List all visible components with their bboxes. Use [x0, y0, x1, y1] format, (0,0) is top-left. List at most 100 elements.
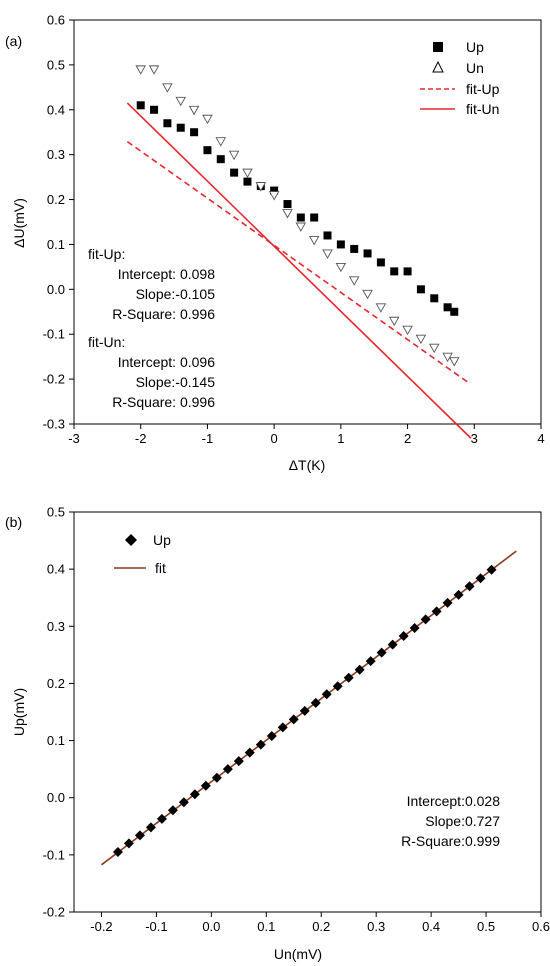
- legend-up-diamond-marker: [125, 534, 137, 546]
- un-point: [162, 83, 173, 93]
- up-point: [200, 780, 211, 791]
- up-point: [134, 830, 145, 841]
- un-point: [175, 96, 187, 107]
- x-tick-label: 3: [471, 431, 478, 446]
- y-tick-label: -0.2: [43, 372, 65, 387]
- up-point: [390, 267, 399, 276]
- up-point: [442, 597, 453, 608]
- up-point: [270, 186, 279, 195]
- panel-a-label: (a): [5, 33, 22, 49]
- panel-a-data-points: [135, 65, 460, 367]
- panel-a-x-axis-title: ΔT(K): [289, 457, 326, 473]
- panel-a-fit-un-annotation: fit-Un: Intercept: 0.096 Slope:-0.145 R-…: [88, 334, 215, 410]
- legend-fit-label: fit: [155, 560, 166, 576]
- up-point: [365, 656, 376, 667]
- un-point: [295, 222, 307, 232]
- fit-un-header: fit-Un:: [88, 334, 125, 350]
- panel-a-fit-up-annotation: fit-Up: Intercept: 0.098 Slope:-0.105 R-…: [88, 246, 215, 322]
- panel-b-y-axis-title: Up(mV): [11, 688, 27, 736]
- y-tick-label: 0.4: [47, 562, 65, 577]
- panel-a-legend: Up Un fit-Up fit-Un: [420, 39, 500, 117]
- fit-un-r-square: R-Square: 0.996: [112, 394, 215, 410]
- up-point: [136, 101, 145, 110]
- x-tick-label: -1: [202, 431, 214, 446]
- up-point: [453, 589, 464, 600]
- panel-b-y-ticks: -0.2 -0.1 0.0 0.1 0.2 0.3 0.4 0.5: [43, 505, 74, 920]
- up-point: [255, 739, 266, 750]
- panel-a-y-axis-title: ΔU(mV): [11, 198, 27, 248]
- panel-a-x-ticks: -3 -2 -1 0 1 2 3 4: [68, 424, 545, 446]
- up-point: [420, 614, 431, 625]
- un-point: [228, 150, 240, 161]
- up-point: [190, 128, 199, 137]
- x-tick-label: 2: [404, 431, 411, 446]
- un-point: [415, 334, 427, 345]
- x-tick-label: 0.6: [532, 919, 550, 934]
- up-point: [387, 639, 398, 650]
- panel-a-plot-frame: [73, 19, 542, 425]
- x-tick-label: 0: [271, 431, 278, 446]
- x-tick-label: -2: [135, 431, 147, 446]
- x-tick-label: 0.2: [312, 919, 330, 934]
- fit-un-line: [126, 102, 472, 439]
- y-tick-label: -0.1: [43, 847, 65, 862]
- up-point: [486, 564, 497, 575]
- up-point: [288, 714, 299, 725]
- legend-up-label: Up: [466, 39, 484, 55]
- x-tick-label: -0.2: [90, 919, 112, 934]
- up-point: [343, 672, 354, 683]
- y-tick-label: -0.2: [43, 905, 65, 920]
- up-point: [211, 772, 222, 783]
- x-tick-label: 4: [537, 431, 544, 446]
- fit-r-square: R-Square:0.999: [401, 833, 500, 849]
- up-point: [296, 213, 305, 222]
- up-point: [244, 747, 255, 758]
- y-tick-label: 0.5: [47, 505, 65, 520]
- un-point: [442, 352, 453, 363]
- up-point: [178, 797, 189, 808]
- legend-un-label: Un: [466, 60, 484, 76]
- y-tick-label: 0.4: [47, 102, 65, 117]
- fit-slope: Slope:0.727: [425, 813, 500, 829]
- panel-b-legend: Up fit: [114, 532, 171, 576]
- y-tick-label: 0.0: [47, 282, 65, 297]
- un-point: [335, 262, 347, 273]
- un-point: [348, 276, 360, 286]
- up-point: [277, 722, 288, 733]
- up-point: [443, 303, 452, 312]
- panel-b-x-axis-title: Un(mV): [274, 946, 322, 962]
- un-point: [308, 236, 320, 246]
- y-tick-label: -0.1: [43, 327, 65, 342]
- up-point: [230, 168, 239, 177]
- y-tick-label: 0.3: [47, 147, 65, 162]
- up-point: [310, 697, 321, 708]
- x-tick-label: 0.0: [202, 919, 220, 934]
- up-point: [430, 294, 439, 303]
- legend-b-up-label: Up: [153, 532, 171, 548]
- y-tick-label: -0.3: [43, 417, 65, 432]
- x-tick-label: 0.5: [477, 919, 495, 934]
- panel-b-x-ticks: -0.2 -0.1 0.0 0.1 0.2 0.3 0.4 0.5 0.6: [90, 912, 550, 934]
- up-point: [163, 119, 172, 128]
- up-point: [475, 573, 486, 584]
- fit-un-intercept: Intercept: 0.096: [118, 354, 216, 370]
- fit-up-intercept: Intercept: 0.098: [118, 266, 216, 282]
- up-point: [403, 267, 412, 276]
- fit-up-header: fit-Up:: [88, 246, 125, 262]
- up-point: [123, 838, 134, 849]
- un-point: [148, 65, 160, 75]
- up-point: [464, 581, 475, 592]
- un-point: [322, 249, 333, 259]
- up-point: [321, 689, 332, 700]
- up-point: [156, 813, 167, 824]
- up-point: [376, 258, 385, 267]
- fit-up-slope: Slope:-0.105: [136, 286, 216, 302]
- legend-un-triangle-marker: [432, 60, 444, 73]
- x-tick-label: 0.1: [257, 919, 275, 934]
- fit-un-slope: Slope:-0.145: [136, 374, 216, 390]
- x-tick-label: 0.4: [422, 919, 440, 934]
- legend-fit-up-label: fit-Up: [466, 81, 500, 97]
- up-point: [431, 606, 442, 617]
- up-point: [216, 155, 225, 164]
